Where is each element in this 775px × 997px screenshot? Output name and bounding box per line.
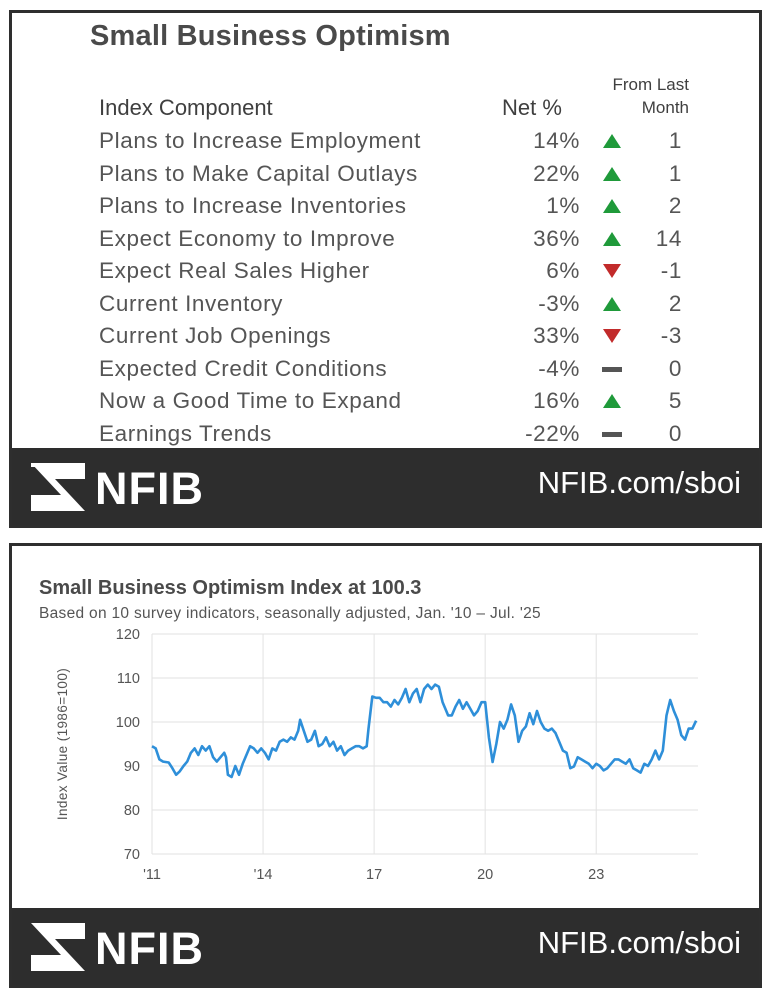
net-percent: -3% — [538, 290, 580, 316]
no-change-icon — [602, 432, 622, 438]
nfib-logo-2: NFIB — [27, 921, 227, 974]
y-axis-label: Index Value (1986=100) — [55, 668, 70, 820]
optimism-line-chart: 70 80 90 100 110 120 '11 '14 17 20 23 Index Value (… — [55, 627, 698, 883]
table-row: Current Inventory -3% 2 — [99, 288, 682, 321]
series-line — [151, 683, 698, 779]
up-arrow-icon — [603, 134, 621, 149]
change-value: 0 — [668, 355, 682, 381]
change-direction — [580, 255, 644, 288]
component-name: Now a Good Time to Expand — [99, 388, 402, 414]
chart-panel: Small Business Optimism Index at 100.3 B… — [9, 543, 762, 988]
index-component-header: Index Component — [99, 95, 273, 120]
from-last-line1: From Last — [612, 75, 689, 94]
nfib-logo: NFIB — [27, 461, 227, 514]
component-name: Plans to Increase Employment — [99, 128, 421, 154]
y-tick-label: 120 — [116, 627, 140, 643]
table-row: Expect Real Sales Higher 6% -1 — [99, 255, 682, 288]
panel-title: Small Business Optimism — [90, 20, 451, 52]
change-direction — [580, 320, 644, 353]
component-name: Earnings Trends — [99, 420, 272, 446]
chart-title: Small Business Optimism Index at 100.3 — [39, 577, 422, 599]
change-direction — [580, 288, 644, 321]
nfib-logo-text: NFIB — [95, 463, 204, 514]
table-row: Plans to Increase Employment 14% 1 — [99, 125, 682, 158]
net-percent: 22% — [533, 160, 580, 186]
footer-bar: NFIB NFIB.com/sboi — [12, 448, 759, 525]
change-value: 14 — [655, 225, 682, 251]
component-name: Plans to Make Capital Outlays — [99, 160, 418, 186]
from-last-line2: Month — [641, 98, 689, 117]
table-row: Current Job Openings 33% -3 — [99, 320, 682, 353]
y-tick-label: 100 — [116, 715, 140, 731]
chart-subtitle: Based on 10 survey indicators, seasonall… — [39, 605, 541, 622]
footer-url-2[interactable]: NFIB.com/sboi — [537, 925, 741, 960]
table-row: Expected Credit Conditions -4% 0 — [99, 353, 682, 386]
net-percent: 36% — [533, 225, 580, 251]
up-arrow-icon — [603, 296, 621, 311]
change-value: 0 — [668, 420, 682, 446]
component-name: Current Inventory — [99, 290, 284, 316]
change-direction — [580, 385, 644, 418]
component-name: Expected Credit Conditions — [99, 355, 388, 381]
change-value: -1 — [660, 258, 682, 284]
change-direction — [580, 125, 644, 158]
footer-bar-2: NFIB NFIB.com/sboi — [12, 908, 759, 985]
components-panel: Small Business Optimism From Last Month … — [9, 10, 762, 528]
y-tick-label: 80 — [124, 803, 140, 819]
component-name: Plans to Increase Inventories — [99, 193, 407, 219]
net-percent: 6% — [546, 258, 580, 284]
nfib-logo-icon — [31, 923, 85, 971]
change-direction — [580, 418, 644, 451]
table-row: Expect Economy to Improve 36% 14 — [99, 223, 682, 256]
up-arrow-icon — [603, 394, 621, 409]
x-tick-label: '11 — [143, 867, 161, 883]
net-percent: 16% — [533, 388, 580, 414]
x-tick-label: 20 — [477, 867, 493, 883]
up-arrow-icon — [603, 166, 621, 181]
change-value: 2 — [668, 290, 682, 316]
no-change-icon — [602, 367, 622, 373]
y-tick-label: 70 — [124, 847, 140, 863]
y-tick-label: 90 — [124, 759, 140, 775]
net-percent: 1% — [546, 193, 580, 219]
net-percent: -22% — [525, 420, 580, 446]
components-table: Plans to Increase Employment 14% 1 Plans to… — [99, 125, 682, 450]
component-name: Current Job Openings — [99, 323, 332, 349]
change-direction — [580, 223, 644, 256]
down-arrow-icon — [603, 329, 621, 344]
change-direction — [580, 190, 644, 223]
change-value: 1 — [668, 128, 682, 154]
x-tick-label: '14 — [254, 867, 273, 883]
change-value: -3 — [660, 323, 682, 349]
up-arrow-icon — [603, 199, 621, 214]
table-row: Plans to Make Capital Outlays 22% 1 — [99, 158, 682, 191]
up-arrow-icon — [603, 231, 621, 246]
component-name: Expect Real Sales Higher — [99, 258, 370, 284]
x-tick-label: 17 — [366, 867, 382, 883]
net-percent-header: Net % — [502, 95, 562, 120]
table-row: Earnings Trends -22% 0 — [99, 418, 682, 451]
footer-url[interactable]: NFIB.com/sboi — [537, 465, 741, 500]
change-direction — [580, 353, 644, 386]
nfib-logo-text-2: NFIB — [95, 923, 204, 974]
component-name: Expect Economy to Improve — [99, 225, 396, 251]
x-tick-label: 23 — [588, 867, 604, 883]
net-percent: 33% — [533, 323, 580, 349]
from-last-month-header: From Last Month — [612, 73, 689, 119]
y-tick-label: 110 — [117, 671, 140, 687]
change-value: 2 — [668, 193, 682, 219]
net-percent: 14% — [533, 128, 580, 154]
change-value: 1 — [668, 160, 682, 186]
down-arrow-icon — [603, 264, 621, 279]
nfib-logo-icon — [31, 463, 85, 511]
table-row: Now a Good Time to Expand 16% 5 — [99, 385, 682, 418]
table-row: Plans to Increase Inventories 1% 2 — [99, 190, 682, 223]
change-value: 5 — [668, 388, 682, 414]
change-direction — [580, 158, 644, 191]
net-percent: -4% — [538, 355, 580, 381]
